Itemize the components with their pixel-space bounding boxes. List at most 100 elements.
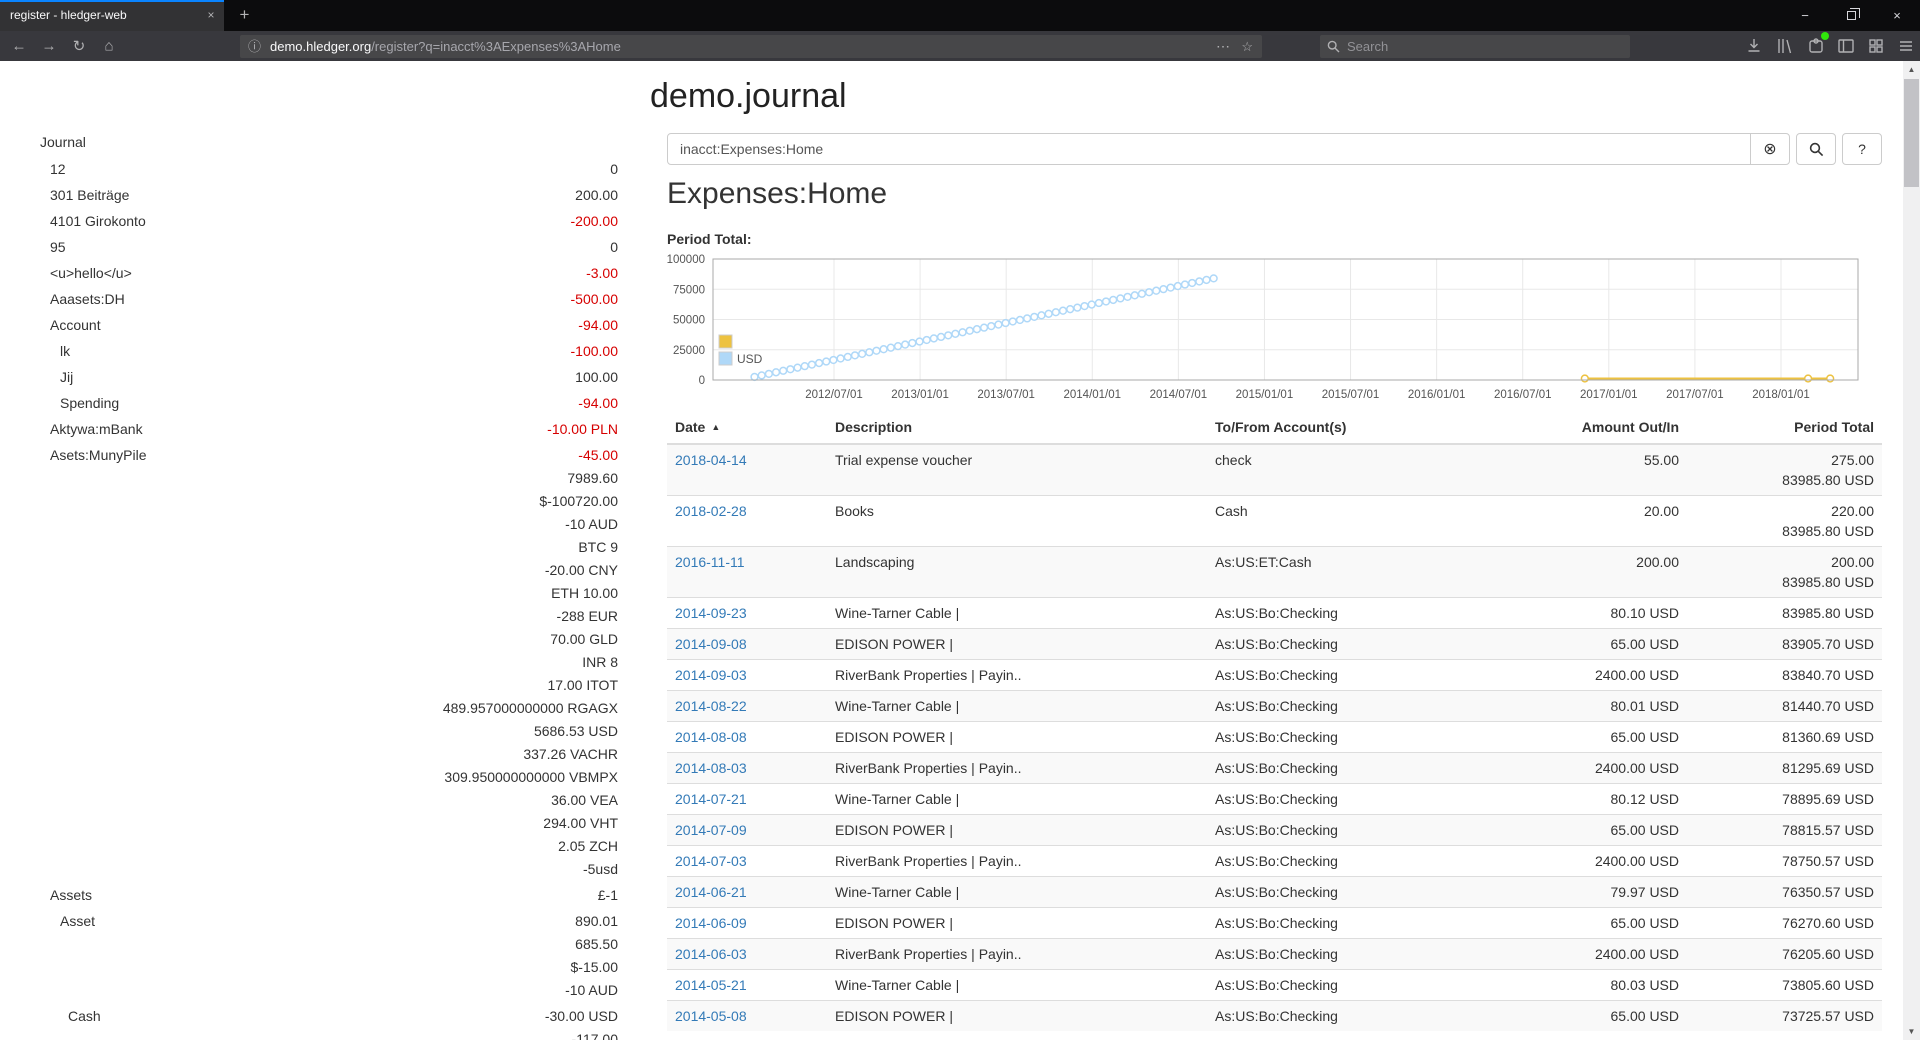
register-date-link[interactable]: 2014-06-03 [675, 946, 747, 962]
period-total-label: Period Total: [667, 231, 752, 247]
account-link[interactable]: Assets [50, 887, 93, 903]
account-link[interactable]: 12 [50, 161, 66, 177]
register-date-link[interactable]: 2014-09-03 [675, 667, 747, 683]
back-button[interactable]: ← [11, 37, 27, 55]
register-date-link[interactable]: 2018-04-14 [675, 452, 747, 468]
register-amount: 55.00 [1487, 443, 1687, 496]
home-button[interactable]: ⌂ [104, 37, 114, 55]
scroll-down-icon[interactable]: ▼ [1907, 1027, 1916, 1036]
register-period-total: 83985.80 USD [1782, 472, 1874, 488]
register-date-link[interactable]: 2016-11-11 [675, 554, 745, 570]
sidebar-toggle-button[interactable] [1834, 34, 1858, 58]
apps-button[interactable] [1864, 34, 1888, 58]
url-bar[interactable]: ⓘ demo.hledger.org/register?q=inacct%3AE… [240, 35, 1262, 58]
register-date-link[interactable]: 2018-02-28 [675, 503, 747, 519]
register-amount: 65.00 USD [1487, 628, 1687, 660]
register-amount: 65.00 USD [1487, 721, 1687, 753]
register-amount: 2400.00 USD [1487, 845, 1687, 877]
svg-text:2012/07/01: 2012/07/01 [805, 389, 863, 401]
account-row: Asets:MunyPile -45.00 7989.60 $-100720.00 -1… [40, 443, 618, 883]
account-link[interactable]: 95 [50, 239, 66, 255]
account-link[interactable]: Account [50, 317, 101, 333]
account-link[interactable]: Asets:MunyPile [50, 447, 147, 463]
site-info-icon[interactable]: ⓘ [248, 39, 262, 54]
register-description: Wine-Tarner Cable | [827, 783, 1207, 815]
help-button[interactable]: ? [1842, 133, 1882, 165]
bookmark-star-icon[interactable]: ☆ [1241, 39, 1253, 54]
new-tab-button[interactable]: + [239, 5, 250, 24]
register-date-link[interactable]: 2014-07-03 [675, 853, 747, 869]
register-date-link[interactable]: 2014-09-08 [675, 636, 747, 652]
register-date-link[interactable]: 2014-05-21 [675, 977, 747, 993]
register-period-total: 220.00 [1831, 503, 1874, 519]
minimize-button[interactable]: − [1801, 8, 1809, 23]
account-link[interactable]: Cash [68, 1008, 101, 1024]
register-date-link[interactable]: 2014-09-23 [675, 605, 747, 621]
url-path: /register?q=inacct%3AExpenses%3AHome [371, 39, 621, 54]
sidebar-journal-link[interactable]: Journal [40, 134, 86, 150]
svg-text:2013/07/01: 2013/07/01 [977, 389, 1035, 401]
register-date-link[interactable]: 2014-07-21 [675, 791, 747, 807]
submit-search-button[interactable] [1796, 133, 1836, 165]
close-window-button[interactable]: × [1893, 8, 1901, 23]
library-button[interactable] [1772, 34, 1796, 58]
register-account: As:US:Bo:Checking [1207, 1000, 1487, 1031]
account-link[interactable]: Aaasets:DH [50, 291, 125, 307]
column-header-date[interactable]: Date ▲ [667, 411, 827, 445]
account-balance: -500.00 [570, 291, 618, 307]
account-link[interactable]: <u>hello</u> [50, 265, 132, 281]
search-icon [1327, 40, 1340, 53]
query-input[interactable] [667, 133, 1751, 165]
tab-close-icon[interactable]: × [207, 8, 215, 22]
account-balance: -45.00 [578, 447, 618, 463]
column-header-period-total: Period Total [1687, 411, 1882, 445]
register-date-link[interactable]: 2014-08-22 [675, 698, 747, 714]
restore-button[interactable] [1828, 0, 1874, 31]
column-header-account: To/From Account(s) [1207, 411, 1487, 445]
browser-tab[interactable]: register - hledger-web × [0, 0, 224, 31]
register-description: EDISON POWER | [827, 814, 1207, 846]
browser-search-field[interactable]: Search [1320, 35, 1630, 58]
scroll-up-icon[interactable]: ▲ [1907, 65, 1916, 74]
register-date-link[interactable]: 2014-08-08 [675, 729, 747, 745]
clear-query-button[interactable]: ⊗ [1750, 133, 1790, 165]
downloads-button[interactable] [1742, 34, 1766, 58]
account-link[interactable]: Aktywa:mBank [50, 421, 143, 437]
sidebar: Journal 12 0 301 Beiträge 200.00 4101 Giroko… [40, 131, 618, 1040]
register-period-total: 83840.70 USD [1782, 667, 1874, 683]
account-link[interactable]: Asset [60, 913, 96, 929]
register-period-total: 76350.57 USD [1782, 884, 1874, 900]
register-date-link[interactable]: 2014-07-09 [675, 822, 747, 838]
forward-button[interactable]: → [41, 37, 57, 55]
account-balance: 0 [610, 239, 618, 255]
register-amount: 2400.00 USD [1487, 659, 1687, 691]
register-account: Cash [1207, 495, 1487, 547]
account-balance: 2.05 ZCH [558, 838, 618, 854]
account-link[interactable]: 301 Beiträge [50, 187, 130, 203]
register-date-link[interactable]: 2014-06-21 [675, 884, 747, 900]
register-chart[interactable]: 2012/07/01 2013/01/01 2013/07/01 2014/01/01… [655, 251, 1880, 411]
register-account: check [1207, 443, 1487, 496]
account-link[interactable]: 4101 Girokonto [50, 213, 146, 229]
account-link[interactable]: lk [60, 343, 71, 359]
register-date-link[interactable]: 2014-05-08 [675, 1008, 747, 1024]
page-actions-icon[interactable]: ⋯ [1216, 38, 1230, 54]
register-amount: 80.10 USD [1487, 597, 1687, 629]
account-balance: 890.01 [575, 913, 618, 929]
page-scrollbar[interactable]: ▲ ▼ [1903, 61, 1920, 1040]
register-period-total: 81295.69 USD [1782, 760, 1874, 776]
account-row: 4101 Girokonto -200.00 [40, 209, 618, 235]
register-description: Wine-Tarner Cable | [827, 690, 1207, 722]
register-account: As:US:Bo:Checking [1207, 597, 1487, 629]
menu-button[interactable] [1894, 34, 1918, 58]
extension-button[interactable] [1804, 32, 1829, 58]
register-account: As:US:Bo:Checking [1207, 907, 1487, 939]
reload-button[interactable]: ↻ [72, 38, 86, 55]
scrollbar-thumb[interactable] [1904, 79, 1919, 187]
register-account: As:US:Bo:Checking [1207, 969, 1487, 1001]
register-date-link[interactable]: 2014-08-03 [675, 760, 747, 776]
account-link[interactable]: Spending [60, 395, 120, 411]
register-date-link[interactable]: 2014-06-09 [675, 915, 747, 931]
register-row: 2014-07-09 EDISON POWER | As:US:Bo:Checkin… [667, 814, 1882, 846]
account-link[interactable]: Jij [60, 369, 74, 385]
